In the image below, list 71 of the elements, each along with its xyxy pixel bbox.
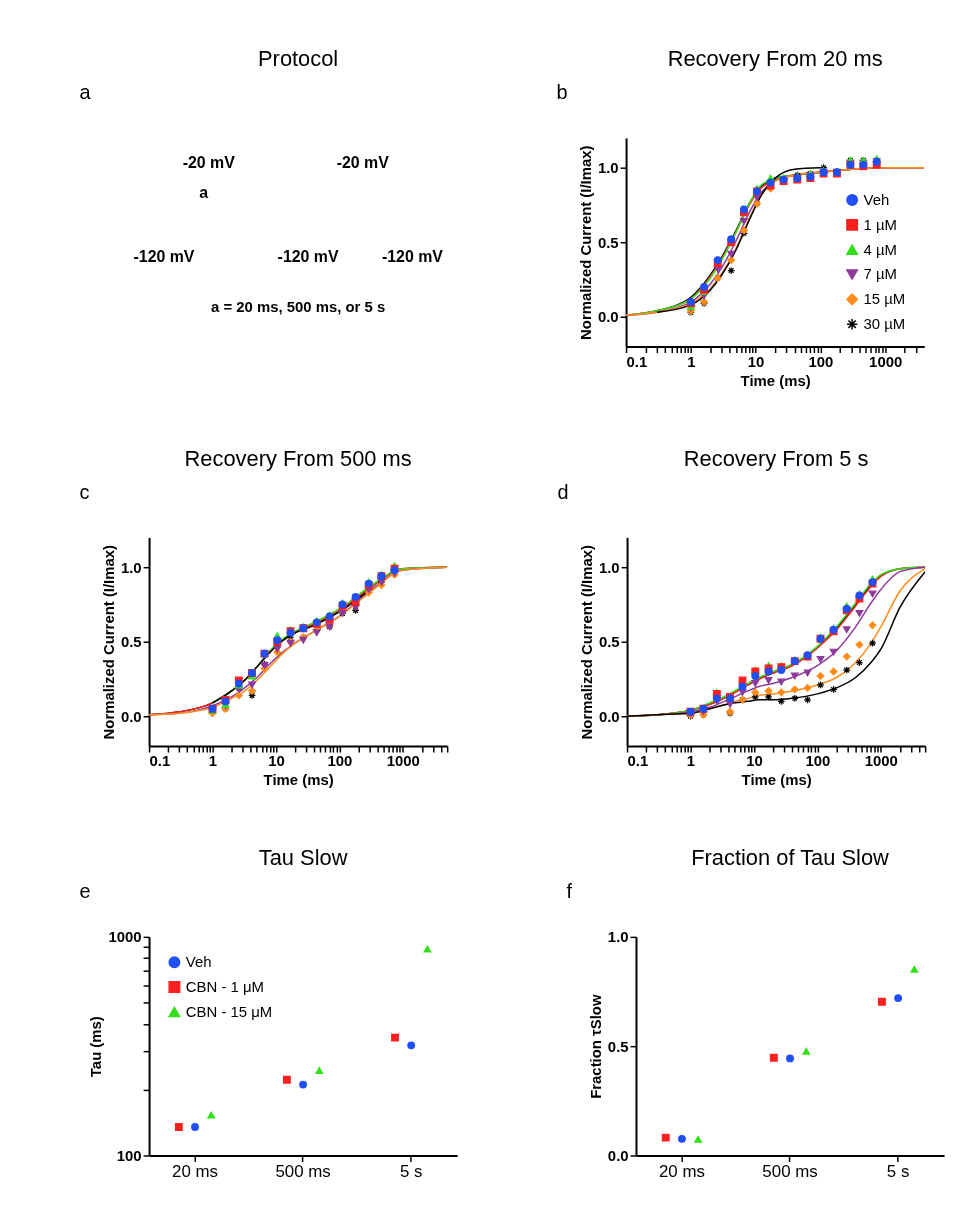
x-tick-label: 1000 bbox=[386, 753, 420, 770]
text: a bbox=[79, 81, 92, 104]
legend-label: 4 µM bbox=[863, 241, 897, 258]
x-tick-label: 20 ms bbox=[658, 1161, 705, 1181]
y-axis-title: Tau (ms) bbox=[88, 1016, 105, 1078]
x-tick-label: 100 bbox=[808, 353, 834, 370]
y-axis-title: Normalized Current (I/Imax) bbox=[100, 544, 117, 740]
legend-label: Veh bbox=[185, 954, 212, 971]
text: -120 mV bbox=[381, 248, 444, 266]
y-tick-label: 0.5 bbox=[607, 1038, 629, 1055]
y-tick-label: 0.0 bbox=[598, 708, 620, 725]
y-tick-label: 0.0 bbox=[597, 309, 619, 326]
legend-label: 7 µM bbox=[863, 266, 897, 283]
y-tick-label: 1.0 bbox=[607, 929, 629, 946]
y-tick-label: 0.0 bbox=[120, 708, 142, 725]
text: a bbox=[199, 183, 209, 201]
text: d bbox=[557, 480, 569, 503]
x-tick-label: 1000 bbox=[864, 753, 898, 770]
y-axis-title: Fraction τSlow bbox=[587, 994, 604, 1099]
legend-label: CBN - 1 μM bbox=[185, 979, 264, 996]
y-axis-title: Normalized Current (I/Imax) bbox=[578, 544, 595, 740]
x-axis-title: Time (ms) bbox=[740, 372, 811, 389]
x-tick-label: 5 s bbox=[886, 1161, 910, 1181]
y-tick-label: 1000 bbox=[108, 929, 142, 946]
chart-title: Tau Slow bbox=[258, 845, 348, 871]
x-tick-label: 20 ms bbox=[172, 1161, 218, 1181]
y-tick-label: 0.5 bbox=[597, 234, 619, 251]
x-tick-label: 10 bbox=[268, 753, 285, 770]
text: f bbox=[566, 880, 573, 903]
y-axis-title: Normalized Current (I/Imax) bbox=[577, 145, 594, 340]
y-tick-label: 0.0 bbox=[607, 1147, 629, 1164]
x-tick-label: 0.1 bbox=[626, 353, 648, 370]
text: a = 20 ms, 500 ms, or 5 s bbox=[210, 298, 386, 315]
x-tick-label: 500 ms bbox=[762, 1161, 818, 1181]
y-tick-label: 1.0 bbox=[120, 559, 142, 576]
chart-title: Recovery From 500 ms bbox=[184, 445, 412, 471]
x-tick-label: 1 bbox=[686, 753, 696, 770]
x-tick-label: 1 bbox=[208, 753, 218, 770]
y-tick-label: 1.0 bbox=[597, 160, 619, 177]
legend-label: CBN - 15 μM bbox=[185, 1003, 273, 1020]
x-tick-label: 100 bbox=[327, 753, 353, 770]
x-tick-label: 1 bbox=[687, 353, 696, 370]
legend-label: Veh bbox=[863, 191, 890, 208]
x-axis-title: Time (ms) bbox=[741, 772, 812, 789]
x-tick-label: 500 ms bbox=[275, 1161, 331, 1181]
x-tick-label: 100 bbox=[805, 753, 831, 770]
legend-label: 30 µM bbox=[863, 316, 906, 333]
y-tick-label: 1.0 bbox=[598, 559, 620, 576]
y-tick-label: 100 bbox=[116, 1147, 142, 1164]
y-tick-label: 0.5 bbox=[120, 634, 142, 651]
x-tick-label: 0.1 bbox=[149, 753, 171, 770]
x-axis-title: Time (ms) bbox=[263, 772, 334, 789]
text: e bbox=[79, 880, 91, 903]
text: -120 mV bbox=[133, 248, 195, 266]
text: b bbox=[556, 81, 568, 104]
text: c bbox=[79, 480, 90, 503]
text: -20 mV bbox=[182, 153, 236, 171]
text: Protocol bbox=[258, 46, 339, 72]
x-tick-label: 1000 bbox=[869, 353, 903, 370]
text: -20 mV bbox=[336, 153, 390, 171]
legend-label: 1 µM bbox=[863, 216, 897, 233]
chart-title: Recovery From 20 ms bbox=[667, 46, 883, 72]
chart-title: Fraction of Tau Slow bbox=[691, 845, 890, 871]
x-tick-label: 10 bbox=[746, 753, 763, 770]
x-tick-label: 10 bbox=[747, 353, 765, 370]
x-tick-label: 5 s bbox=[399, 1161, 423, 1181]
y-tick-label: 0.5 bbox=[598, 634, 620, 651]
chart-title: Recovery From 5 s bbox=[683, 445, 869, 471]
legend-label: 15 µM bbox=[863, 291, 906, 308]
x-tick-label: 0.1 bbox=[627, 753, 649, 770]
text: -120 mV bbox=[277, 248, 339, 266]
